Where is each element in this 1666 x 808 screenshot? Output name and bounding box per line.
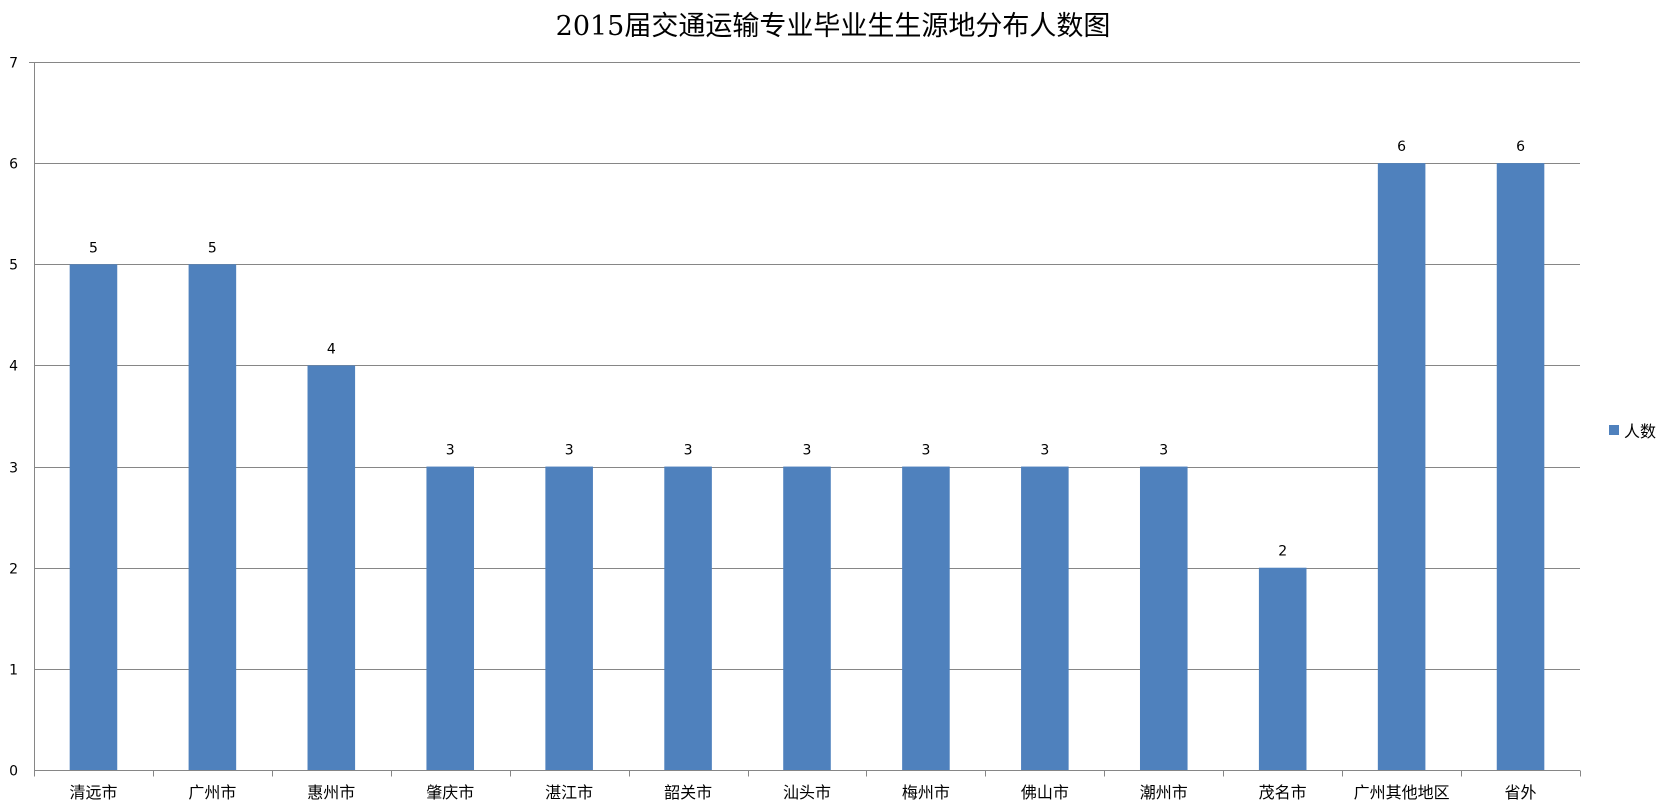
x-tick-label: 汕头市 [783, 783, 831, 802]
bar [69, 264, 118, 770]
x-tick-label: 广州其他地区 [1354, 783, 1450, 802]
bar [1496, 163, 1545, 771]
data-label: 3 [921, 443, 930, 459]
x-tick-label: 惠州市 [307, 783, 355, 802]
y-tick-label: 0 [9, 764, 18, 780]
y-tick-label: 3 [9, 461, 18, 477]
x-tick-label: 潮州市 [1140, 783, 1188, 802]
bar [1377, 163, 1426, 771]
x-tick-label: 湛江市 [545, 783, 593, 802]
bar [188, 264, 237, 770]
legend-label: 人数 [1624, 422, 1657, 441]
data-label: 3 [565, 443, 574, 459]
labels: 0 1 2 3 4 5 6 7 5 清远市 5 广州市 4 惠州市 3 肇庆市 3 湛江市 3 韶关市 3 汕头市 3 梅州市… [9, 56, 1536, 803]
data-label: 3 [1159, 443, 1168, 459]
x-tick-label: 茂名市 [1259, 783, 1307, 802]
data-label: 5 [89, 240, 98, 256]
data-label: 3 [684, 443, 693, 459]
x-tick-label: 肇庆市 [426, 783, 474, 802]
bar [1139, 466, 1188, 770]
data-label: 2 [1278, 544, 1287, 560]
legend-swatch [1609, 425, 1619, 435]
bar [1258, 567, 1307, 770]
data-label: 6 [1397, 139, 1406, 155]
bar [307, 365, 356, 770]
bar [783, 466, 831, 770]
data-label: 3 [1040, 443, 1049, 459]
data-label: 3 [446, 443, 455, 459]
bars [69, 163, 1545, 771]
y-tick-label: 5 [9, 258, 18, 274]
x-tick-label: 清远市 [69, 783, 117, 802]
bar [1021, 466, 1069, 770]
chart-title: 2015届交通运输专业毕业生生源地分布人数图 [555, 11, 1111, 42]
x-tick-label: 韶关市 [664, 783, 712, 802]
data-label: 6 [1516, 139, 1525, 155]
y-tick-label: 4 [9, 359, 18, 375]
bar [902, 466, 950, 770]
data-label: 5 [208, 240, 217, 256]
x-tick-label: 省外 [1505, 783, 1537, 802]
y-tick-label: 1 [9, 663, 18, 679]
data-label: 3 [803, 443, 812, 459]
x-tick-label: 佛山市 [1021, 783, 1069, 802]
bar [426, 466, 475, 770]
y-tick-label: 7 [9, 56, 18, 72]
x-tick-label: 梅州市 [902, 783, 950, 802]
y-tick-label: 2 [9, 562, 18, 578]
legend: 人数 [1609, 418, 1656, 442]
data-label: 4 [327, 341, 336, 357]
axes [29, 62, 1581, 777]
bar [664, 466, 712, 770]
x-tick-label: 广州市 [188, 783, 236, 802]
bar [545, 466, 593, 770]
y-tick-label: 6 [9, 157, 18, 173]
